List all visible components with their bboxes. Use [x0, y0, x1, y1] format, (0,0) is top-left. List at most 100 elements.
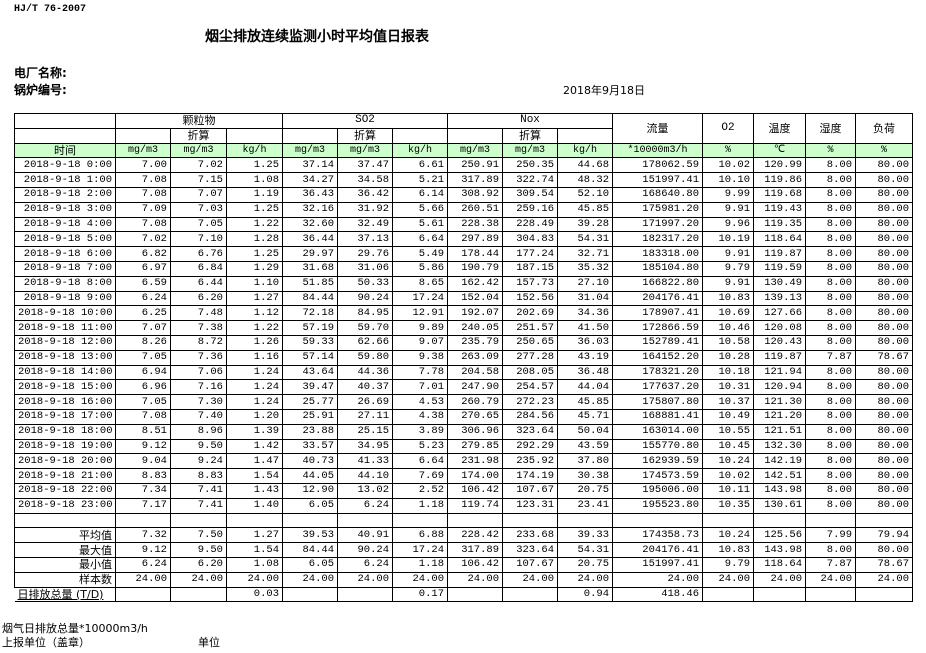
value-cell: 37.14	[282, 157, 339, 174]
table-row: 2018-9-18 13:00 7.05 7.36 1.16 57.14 59.80 9.3…	[14, 349, 914, 366]
table-row: 2018-9-18 14:00 6.94 7.06 1.24 43.64 44.36 7.7…	[14, 364, 914, 381]
value-cell: 39.33	[557, 527, 614, 544]
value-cell: 120.99	[753, 157, 807, 174]
value-cell: 30.38	[557, 468, 614, 484]
value-cell: 80.00	[855, 305, 914, 322]
stats-row: 最小值 6.24 6.20 1.08 6.05 6.24 1.18 106.42 107.67 2…	[14, 556, 914, 573]
row-label: 平均值	[14, 527, 116, 544]
unit-label: 单位	[198, 636, 220, 649]
blank-cell	[557, 512, 614, 529]
table-row: 2018-9-18 5:00 7.02 7.10 1.28 36.44 37.13 6.64…	[14, 231, 914, 248]
value-cell: 1.10	[225, 275, 284, 292]
blank-cell	[115, 512, 171, 529]
value-cell: 80.00	[855, 275, 914, 292]
value-cell: 250.65	[502, 334, 559, 351]
value-cell: 90.24	[337, 542, 394, 558]
value-cell: 6.05	[282, 497, 339, 514]
value-cell: 10.02	[702, 157, 755, 174]
value-cell: 1.24	[225, 364, 284, 381]
blank-cell	[170, 512, 227, 529]
value-cell: 187.15	[502, 260, 559, 277]
value-cell: 72.18	[282, 305, 339, 322]
value-cell: 48.32	[557, 172, 614, 188]
value-cell: 107.67	[502, 482, 559, 499]
blank-cell	[855, 512, 914, 529]
value-cell: 8.00	[805, 246, 857, 262]
value-cell: 9.91	[702, 275, 755, 292]
value-cell: 7.02	[170, 157, 227, 174]
value-cell: 80.00	[855, 216, 914, 233]
value-cell: 8.00	[805, 364, 857, 381]
value-cell: 80.00	[855, 201, 914, 218]
value-cell: 34.95	[337, 438, 394, 455]
value-cell: 118.64	[753, 556, 807, 573]
value-cell: 59.33	[282, 334, 339, 351]
value-cell: 204176.41	[612, 542, 704, 558]
value-cell: 8.00	[805, 157, 857, 174]
value-cell: 10.31	[702, 379, 755, 396]
value-cell: 24.00	[805, 571, 857, 588]
value-cell: 8.00	[805, 542, 857, 558]
blank-cell	[14, 127, 116, 144]
units-row: 时间 mg/m3 mg/m3 kg/h mg/m3 mg/m3 kg/h mg/m3 mg/m…	[14, 142, 914, 159]
value-cell: 250.35	[502, 157, 559, 174]
blank-cell	[447, 127, 504, 144]
blank-cell	[502, 512, 559, 529]
value-cell: 78.67	[855, 349, 914, 366]
value-cell: 157.73	[502, 275, 559, 292]
value-cell: 8.96	[170, 423, 227, 440]
value-cell: 1.19	[225, 186, 284, 203]
value-cell: 40.73	[282, 453, 339, 470]
value-cell: 54.31	[557, 231, 614, 248]
value-cell: 121.51	[753, 423, 807, 440]
value-cell: 171997.20	[612, 216, 704, 233]
value-cell: 10.49	[702, 408, 755, 425]
value-cell: 10.46	[702, 320, 755, 336]
value-cell: 37.13	[337, 231, 394, 248]
value-cell: 10.58	[702, 334, 755, 351]
value-cell: 57.19	[282, 320, 339, 336]
value-cell: 240.05	[447, 320, 504, 336]
value-cell: 36.44	[282, 231, 339, 248]
value-cell: 24.00	[612, 571, 704, 588]
value-cell: 45.85	[557, 201, 614, 218]
value-cell: 6.24	[337, 556, 394, 573]
value-cell: 247.90	[447, 379, 504, 396]
value-cell: 8.00	[805, 216, 857, 233]
value-cell: 185104.80	[612, 260, 704, 277]
value-cell: 52.10	[557, 186, 614, 203]
value-cell: 139.13	[753, 290, 807, 307]
value-cell: 84.95	[337, 305, 394, 322]
blank-cell	[753, 512, 807, 529]
value-cell: 9.12	[115, 542, 171, 558]
value-cell: 80.00	[855, 423, 914, 440]
header-row-converted: 折算 折算 折算	[14, 127, 913, 144]
row-label: 2018-9-18 18:00	[14, 423, 116, 440]
value-cell: 80.00	[855, 320, 914, 336]
value-cell: 32.16	[282, 201, 339, 218]
value-cell: 178062.59	[612, 157, 704, 174]
value-cell: 79.94	[855, 527, 914, 544]
nox-converted-header: 折算	[502, 127, 559, 144]
table-row: 2018-9-18 21:00 8.83 8.83 1.54 44.05 44.10 7.6…	[14, 468, 914, 484]
row-label: 2018-9-18 0:00	[14, 157, 116, 174]
value-cell: 84.44	[282, 290, 339, 307]
value-cell: 317.89	[447, 542, 504, 558]
value-cell: 41.33	[337, 453, 394, 470]
value-cell: 25.77	[282, 394, 339, 410]
value-cell: 32.60	[282, 216, 339, 233]
value-cell: 8.65	[392, 275, 449, 292]
row-label: 2018-9-18 22:00	[14, 482, 116, 499]
value-cell: 29.97	[282, 246, 339, 262]
value-cell: 7.34	[115, 482, 171, 499]
value-cell: 1.22	[225, 320, 284, 336]
value-cell: 195006.00	[612, 482, 704, 499]
value-cell: 178321.20	[612, 364, 704, 381]
value-cell: 418.46	[612, 586, 704, 603]
value-cell: 6.05	[282, 556, 339, 573]
value-cell: 31.04	[557, 290, 614, 307]
value-cell: 57.14	[282, 349, 339, 366]
value-cell: 7.03	[170, 201, 227, 218]
value-cell: 36.42	[337, 186, 394, 203]
flue-gas-total-label: 烟气日排放总量*10000m3/h	[2, 622, 148, 635]
